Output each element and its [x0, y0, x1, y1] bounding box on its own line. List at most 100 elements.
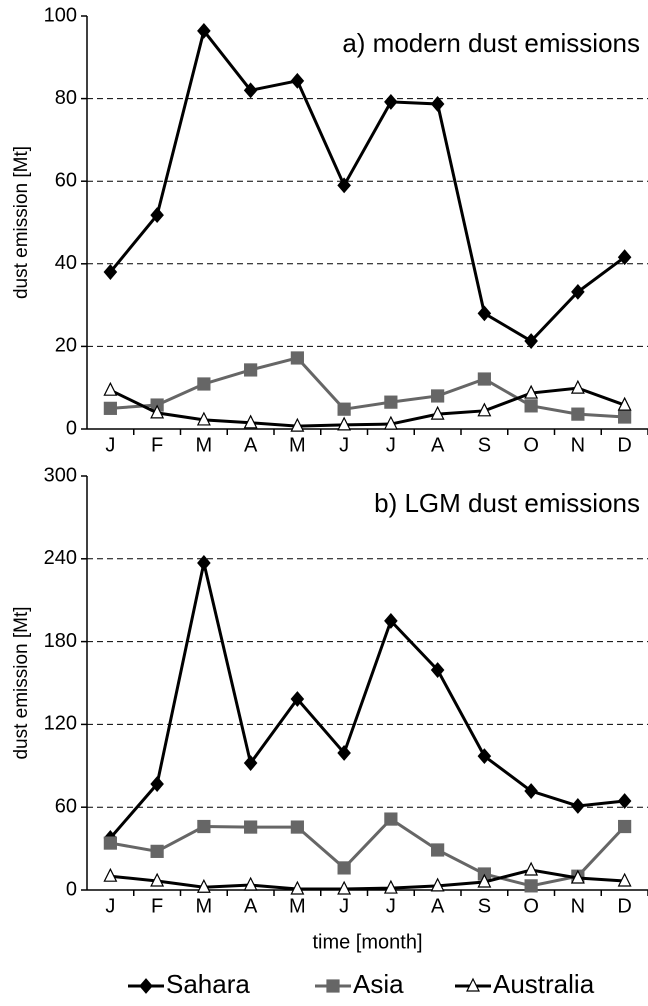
x-tick-label: J [105, 434, 115, 456]
chart-title: b) LGM dust emissions [374, 488, 640, 518]
marker-diamond [617, 249, 632, 266]
y-tick-label: 80 [55, 87, 77, 109]
marker-square [290, 351, 304, 365]
marker-diamond [477, 305, 492, 322]
series-line [110, 356, 625, 419]
marker-triangle [617, 872, 632, 887]
marker-triangle [290, 417, 305, 432]
marker-square [150, 844, 164, 858]
y-tick-label: 100 [44, 4, 77, 26]
marker-triangle [430, 405, 445, 420]
marker-triangle [103, 867, 118, 882]
y-tick-label: 300 [44, 464, 77, 486]
marker-square [244, 820, 258, 834]
marker-diamond [243, 755, 258, 771]
marker-square [524, 879, 538, 893]
marker-diamond [337, 177, 351, 194]
marker-triangle [466, 977, 480, 992]
marker-triangle [150, 872, 165, 887]
marker-triangle [383, 415, 398, 430]
series-line [110, 817, 626, 888]
marker-triangle [477, 402, 492, 417]
x-tick-label: O [523, 895, 539, 917]
marker-diamond [384, 612, 398, 629]
x-tick-label: A [244, 895, 258, 917]
marker-square [103, 401, 117, 415]
marker-triangle [524, 861, 539, 876]
marker-triangle [103, 381, 118, 396]
y-tick-label: 0 [66, 417, 77, 439]
marker-triangle [430, 877, 445, 892]
x-tick-label: S [478, 434, 491, 456]
marker-diamond [243, 82, 258, 99]
x-tick-label: O [523, 434, 539, 456]
marker-square [384, 812, 398, 826]
marker-diamond [337, 745, 351, 761]
marker-diamond [197, 555, 211, 571]
marker-triangle [196, 411, 211, 426]
y-tick-label: 60 [55, 169, 77, 191]
y-tick-label: 240 [44, 547, 77, 569]
marker-triangle [617, 396, 632, 411]
marker-diamond [617, 793, 632, 809]
marker-diamond [524, 333, 538, 349]
x-tick-label: N [571, 895, 585, 917]
marker-diamond [150, 776, 164, 792]
y-tick-label: 60 [55, 795, 77, 817]
marker-triangle [524, 384, 539, 399]
x-tick-label: F [151, 895, 163, 917]
marker-triangle [290, 880, 305, 895]
y-tick-label: 40 [55, 252, 77, 274]
y-axis-label: dust emission [Mt] [11, 146, 32, 299]
marker-diamond [430, 96, 445, 112]
marker-square [197, 819, 211, 834]
x-axis-label: time [month] [312, 931, 422, 953]
marker-square [618, 410, 632, 424]
marker-square [431, 843, 445, 857]
marker-square [571, 407, 585, 421]
marker-square [618, 819, 632, 834]
x-tick-label: A [244, 434, 258, 456]
x-tick-label: F [151, 434, 163, 456]
legend-label: Australia [493, 969, 595, 999]
legend-label: Asia [353, 969, 404, 999]
marker-diamond [139, 978, 153, 994]
x-tick-label: J [339, 434, 349, 456]
marker-diamond [430, 662, 445, 678]
x-tick-label: J [386, 895, 396, 917]
marker-triangle [150, 404, 165, 419]
marker-diamond [197, 22, 211, 39]
x-tick-label: M [289, 434, 306, 456]
marker-triangle [477, 873, 492, 888]
y-tick-label: 20 [55, 335, 77, 357]
marker-square [524, 399, 538, 413]
marker-diamond [524, 783, 538, 799]
marker-square [197, 377, 211, 391]
marker-triangle [570, 379, 585, 394]
y-tick-label: 0 [66, 878, 77, 900]
series-line [109, 562, 625, 839]
marker-triangle [243, 414, 258, 429]
marker-diamond [290, 691, 305, 707]
marker-diamond [103, 264, 118, 280]
marker-square [290, 820, 304, 834]
x-tick-label: M [196, 895, 213, 917]
marker-square [384, 395, 398, 409]
legend-label: Sahara [166, 969, 250, 999]
marker-square [244, 363, 258, 377]
marker-square [477, 372, 491, 386]
marker-square [103, 836, 117, 850]
marker-diamond [571, 798, 585, 814]
x-tick-label: D [617, 895, 631, 917]
x-tick-label: A [431, 895, 445, 917]
chart-title: a) modern dust emissions [342, 28, 640, 58]
marker-diamond [477, 748, 492, 765]
marker-diamond [150, 207, 164, 223]
x-tick-label: M [289, 895, 306, 917]
x-tick-label: M [196, 434, 213, 456]
marker-square [326, 979, 340, 993]
marker-triangle [570, 869, 585, 884]
x-tick-label: D [617, 434, 631, 456]
x-tick-label: J [105, 895, 115, 917]
